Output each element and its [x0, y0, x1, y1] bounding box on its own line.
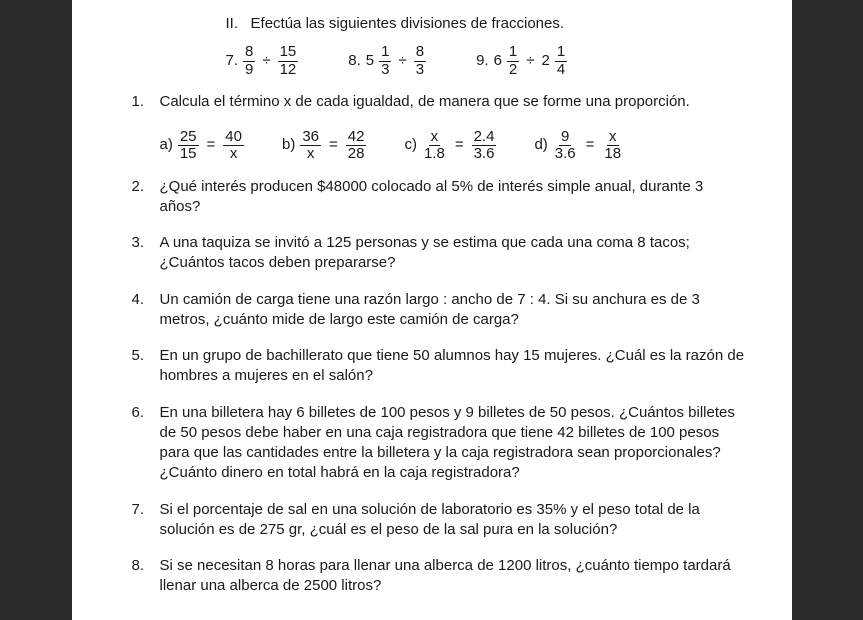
fraction: 8 9	[243, 44, 255, 78]
exercise-num: 8.	[348, 51, 361, 71]
fraction: 1 2	[507, 44, 519, 78]
problem-2: 2. ¿Qué interés producen $48000 colocado…	[132, 177, 748, 218]
section-heading: II. Efectúa las siguientes divisiones de…	[226, 14, 748, 34]
proportion-row: a) 2515 = 40x b) 36x = 4228 c) x1.8 = 2.…	[160, 129, 748, 163]
problem-text: En una billetera hay 6 billetes de 100 p…	[160, 403, 748, 484]
fraction: 93.6	[553, 129, 578, 163]
document-page: II. Efectúa las siguientes divisiones de…	[72, 0, 792, 620]
sub-label: a)	[160, 135, 173, 155]
fraction: 40x	[223, 129, 244, 163]
sub-a: a) 2515 = 40x	[160, 129, 244, 163]
section-title: Efectúa las siguientes divisiones de fra…	[251, 15, 565, 32]
equals: =	[329, 135, 338, 155]
problem-text: Un camión de carga tiene una razón largo…	[160, 290, 748, 331]
problem-text: ¿Qué interés producen $48000 colocado al…	[160, 177, 748, 218]
exercise-num: 7.	[226, 51, 239, 71]
sub-label: b)	[282, 135, 295, 155]
exercise-8: 8. 5 1 3 ÷ 8 3	[348, 44, 426, 78]
exercise-7: 7. 8 9 ÷ 15 12	[226, 44, 299, 78]
problem-num: 3.	[132, 233, 160, 274]
sub-label: d)	[534, 135, 547, 155]
problem-num: 2.	[132, 177, 160, 218]
fraction: 8 3	[414, 44, 426, 78]
problem-num: 6.	[132, 403, 160, 484]
problem-num: 7.	[132, 500, 160, 541]
lead-int: 5	[366, 51, 374, 71]
fraction: 15 12	[278, 44, 299, 78]
problem-text: En un grupo de bachillerato que tiene 50…	[160, 346, 748, 387]
fraction: 2515	[178, 129, 199, 163]
problem-text: Calcula el término x de cada igualdad, d…	[160, 92, 748, 112]
lead-int: 6	[494, 51, 502, 71]
exercise-9: 9. 6 1 2 ÷ 2 1 4	[476, 44, 567, 78]
problem-num: 8.	[132, 556, 160, 597]
fraction: 4228	[346, 129, 367, 163]
fraction: 2.43.6	[472, 129, 497, 163]
equals: =	[586, 135, 595, 155]
problem-7: 7. Si el porcentaje de sal en una soluci…	[132, 500, 748, 541]
problem-num: 5.	[132, 346, 160, 387]
exercise-num: 9.	[476, 51, 489, 71]
problem-8: 8. Si se necesitan 8 horas para llenar u…	[132, 556, 748, 597]
problem-6: 6. En una billetera hay 6 billetes de 10…	[132, 403, 748, 484]
equals: =	[207, 135, 216, 155]
sub-d: d) 93.6 = x18	[534, 129, 623, 163]
section-label: II.	[226, 15, 239, 32]
fraction: x1.8	[422, 129, 447, 163]
sub-c: c) x1.8 = 2.43.6	[404, 129, 496, 163]
fraction: 1 3	[379, 44, 391, 78]
fraction: 36x	[300, 129, 321, 163]
operator: ÷	[262, 51, 270, 71]
fraction: x18	[602, 129, 623, 163]
sub-label: c)	[404, 135, 417, 155]
sub-b: b) 36x = 4228	[282, 129, 366, 163]
problem-num: 4.	[132, 290, 160, 331]
fraction-row: 7. 8 9 ÷ 15 12 8. 5 1 3 ÷ 8 3	[226, 44, 748, 78]
equals: =	[455, 135, 464, 155]
problem-3: 3. A una taquiza se invitó a 125 persona…	[132, 233, 748, 274]
fraction: 1 4	[555, 44, 567, 78]
problem-text: A una taquiza se invitó a 125 personas y…	[160, 233, 748, 274]
operator: ÷	[526, 51, 534, 71]
lead-int: 2	[542, 51, 550, 71]
problem-1: 1. Calcula el término x de cada igualdad…	[132, 92, 748, 112]
problem-5: 5. En un grupo de bachillerato que tiene…	[132, 346, 748, 387]
operator: ÷	[398, 51, 406, 71]
problem-num: 1.	[132, 92, 160, 112]
problem-text: Si se necesitan 8 horas para llenar una …	[160, 556, 748, 597]
problem-4: 4. Un camión de carga tiene una razón la…	[132, 290, 748, 331]
problem-text: Si el porcentaje de sal en una solución …	[160, 500, 748, 541]
